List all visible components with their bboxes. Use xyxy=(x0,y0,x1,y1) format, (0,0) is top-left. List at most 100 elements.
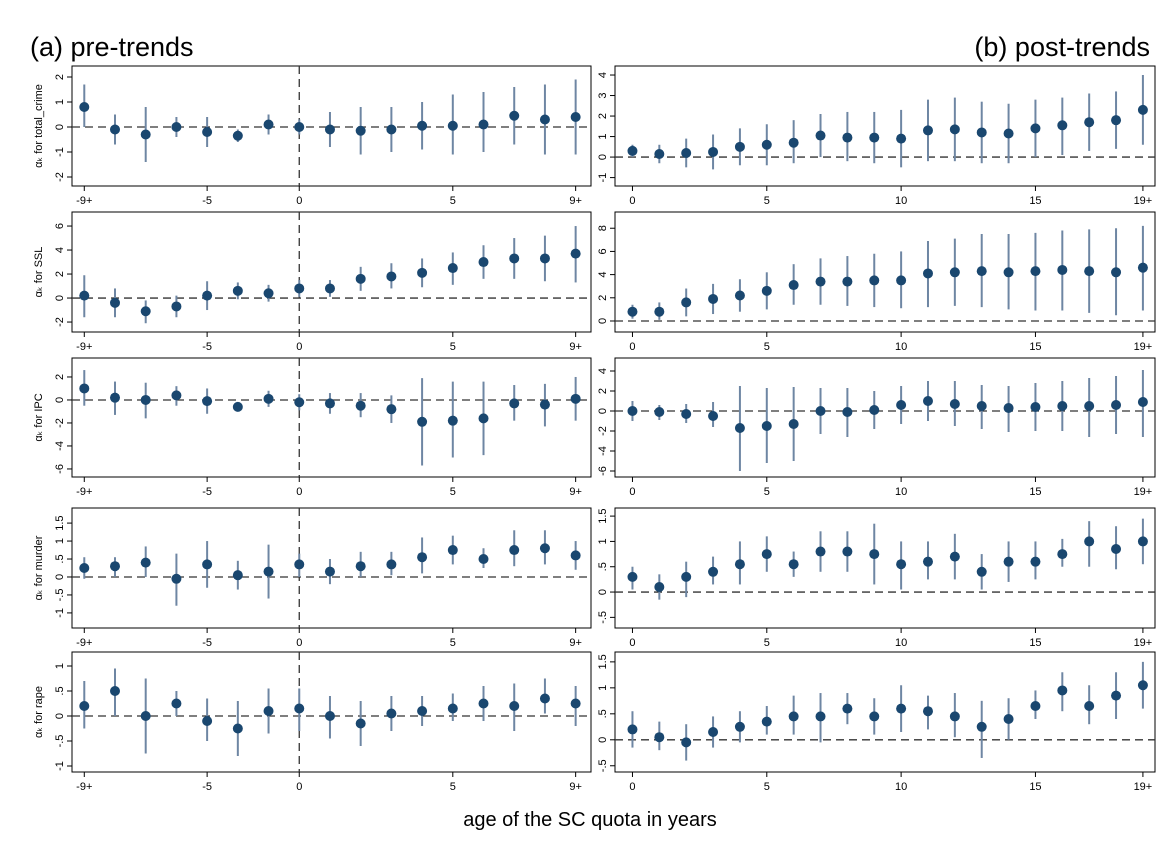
y-tick-label: 1 xyxy=(597,134,609,140)
y-tick-label: 8 xyxy=(597,225,609,231)
y-tick-label: -4 xyxy=(54,441,66,451)
point xyxy=(922,556,933,567)
point xyxy=(1084,117,1095,128)
point xyxy=(539,114,550,125)
point xyxy=(654,732,665,743)
point xyxy=(202,396,213,407)
y-tick-label: 2 xyxy=(597,113,609,119)
column-title: (a) pre-trends xyxy=(30,32,194,62)
point xyxy=(654,407,665,417)
point xyxy=(761,421,772,431)
point xyxy=(922,125,933,136)
point xyxy=(842,276,853,287)
y-tick-label: 4 xyxy=(597,72,609,78)
y-tick-label: 4 xyxy=(54,247,66,253)
point xyxy=(1111,544,1122,555)
point xyxy=(788,280,799,291)
panel: -.5 0 .5 1 1.5 0 5 10 15 19+ xyxy=(597,507,1156,649)
y-tick-label: 0 xyxy=(54,295,66,301)
y-tick-label: 0 xyxy=(597,154,609,160)
point xyxy=(1084,401,1095,411)
point xyxy=(681,571,692,582)
point xyxy=(1030,402,1041,412)
x-tick-label: 5 xyxy=(764,195,770,207)
point xyxy=(263,119,274,130)
point xyxy=(109,124,120,135)
plot-frame xyxy=(614,651,1156,773)
x-tick-label: 0 xyxy=(296,341,302,353)
point xyxy=(109,686,120,696)
point xyxy=(734,290,745,301)
point xyxy=(1137,536,1148,547)
point xyxy=(539,253,550,264)
point xyxy=(171,301,182,312)
point xyxy=(734,423,745,433)
point xyxy=(478,698,489,709)
y-tick-label: -.5 xyxy=(597,611,609,624)
point xyxy=(627,406,638,416)
x-tick-label: 0 xyxy=(296,195,302,207)
point xyxy=(232,401,243,412)
point xyxy=(842,407,853,417)
y-tick-label: -1 xyxy=(54,761,66,771)
point xyxy=(734,559,745,570)
y-tick-label: .5 xyxy=(597,562,609,571)
x-tick-label: 15 xyxy=(1029,195,1041,207)
point xyxy=(140,557,151,568)
x-tick-label: 10 xyxy=(895,781,907,793)
point xyxy=(815,276,826,287)
point xyxy=(922,268,933,279)
y-tick-label: .5 xyxy=(54,554,66,563)
point xyxy=(761,285,772,296)
point xyxy=(355,718,366,729)
x-tick-label: 19+ xyxy=(1134,341,1153,353)
point xyxy=(324,566,335,577)
point xyxy=(509,253,520,264)
point xyxy=(788,137,799,148)
point xyxy=(202,290,213,301)
point xyxy=(570,550,581,561)
point xyxy=(681,147,692,158)
x-tick-label: 0 xyxy=(629,195,635,207)
y-tick-label: 1 xyxy=(597,685,609,691)
point xyxy=(1003,556,1014,567)
y-tick-label: 1 xyxy=(597,538,609,544)
point xyxy=(1084,536,1095,547)
x-tick-label: -9+ xyxy=(76,195,92,207)
point xyxy=(869,275,880,286)
y-tick-label: -.5 xyxy=(597,759,609,772)
point xyxy=(627,571,638,582)
point xyxy=(976,266,987,277)
point xyxy=(417,267,428,278)
point xyxy=(1057,120,1068,131)
point xyxy=(734,721,745,732)
point xyxy=(263,393,274,404)
point xyxy=(1111,690,1122,701)
point xyxy=(896,559,907,570)
point xyxy=(761,716,772,727)
x-tick-label: 19+ xyxy=(1134,637,1153,649)
y-tick-label: -1 xyxy=(54,608,66,618)
point xyxy=(294,122,305,132)
point xyxy=(417,552,428,563)
point xyxy=(570,393,581,404)
point xyxy=(1137,680,1148,691)
point xyxy=(949,124,960,135)
y-tick-label: -.5 xyxy=(54,735,66,748)
point xyxy=(263,288,274,299)
point xyxy=(171,573,182,584)
x-tick-label: 19+ xyxy=(1134,781,1153,793)
point xyxy=(294,397,305,408)
point xyxy=(949,711,960,722)
point xyxy=(1111,267,1122,278)
point xyxy=(1057,549,1068,560)
panel: -2 0 2 4 6 -9+ -5 0 5 9+ αₖ for SSL xyxy=(33,211,592,353)
point xyxy=(788,419,799,429)
point xyxy=(386,271,397,282)
y-tick-label: -1 xyxy=(54,147,66,157)
point xyxy=(761,549,772,560)
point xyxy=(324,711,335,721)
panel: -6 -4 -2 0 2 4 0 5 10 15 19+ xyxy=(597,357,1156,498)
x-tick-label: 10 xyxy=(895,637,907,649)
point xyxy=(202,559,213,570)
